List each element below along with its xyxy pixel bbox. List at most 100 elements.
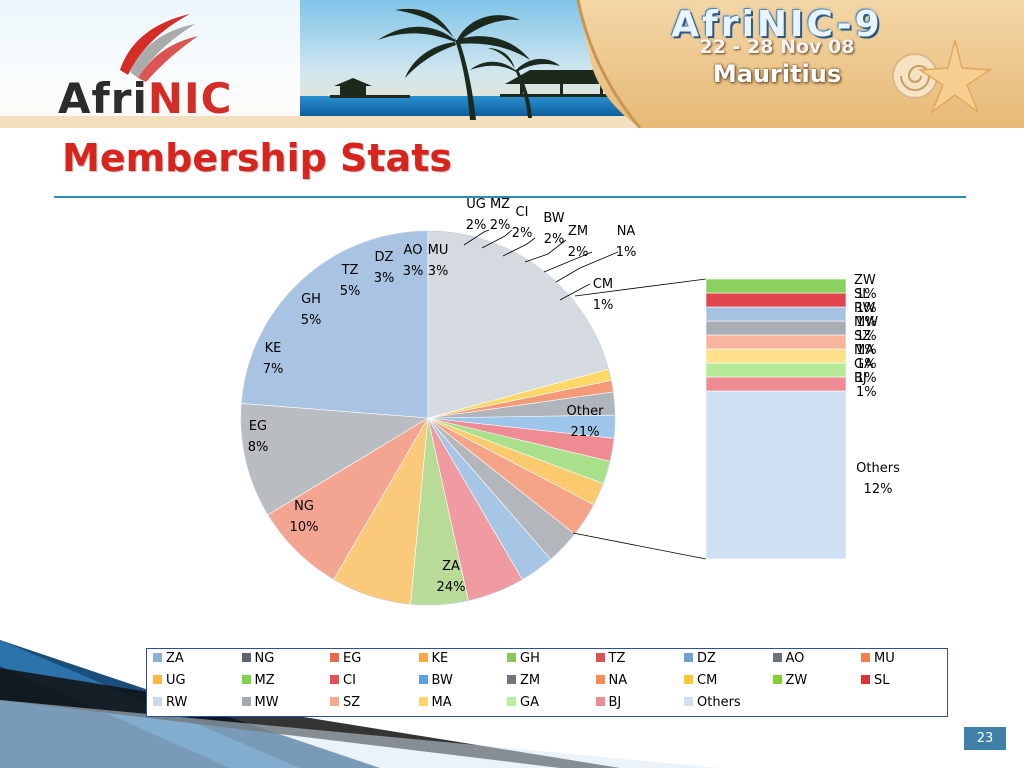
legend-item-sl: SL [861, 673, 890, 689]
legend-label: Others [697, 695, 741, 710]
pie-leader-line [463, 229, 490, 246]
legend-label: ZW [785, 673, 808, 688]
connector-bottom [572, 532, 707, 560]
pie-label-ng: NG [294, 499, 314, 514]
legend-swatch [241, 653, 251, 662]
legend-label: SZ [343, 695, 361, 710]
legend-label: CI [343, 673, 356, 688]
legend-label: NA [608, 673, 628, 688]
pie-slice-eg [267, 417, 429, 580]
legend-label: MU [874, 651, 895, 666]
legend-label: MZ [254, 673, 275, 688]
legend-swatch [153, 675, 162, 684]
afrinic-swoosh-icon [120, 14, 198, 82]
legend-item-na: NA [595, 673, 628, 689]
legend-item-sz: SZ [330, 695, 360, 711]
palm-tree-icon [378, 8, 560, 120]
title-divider [54, 196, 966, 198]
bar-segment-mw [705, 320, 847, 336]
bar-value-sl: 1% [856, 301, 877, 316]
bar-value-ma: 1% [856, 357, 877, 372]
bar-value-ga: 1% [856, 371, 877, 386]
pie-chart: ZA 24% NG 10% EG 8% KE 7% GH 5% TZ 5% DZ 3% AO 3% MU 3% UG… [240, 197, 637, 606]
bar-segment-rw [705, 306, 847, 322]
legend-item-ga: GA [507, 695, 539, 711]
pie-value-mz: 2% [490, 218, 511, 233]
pie-label-ug: UG [466, 197, 486, 212]
bar-label-rw: RW [854, 301, 876, 316]
legend-label: ZM [520, 673, 541, 688]
legend-swatch [595, 675, 605, 684]
legend-swatch [684, 653, 693, 662]
legend-item-bw: BW [418, 673, 453, 689]
pie-leader-line [502, 237, 536, 257]
legend-item-mz: MZ [241, 673, 275, 689]
conference-title: AfriNIC-9 [671, 4, 883, 45]
bar-label-bj: BJ [854, 371, 867, 386]
pie-slice-ng [240, 403, 429, 516]
bar-label-mw: MW [854, 315, 878, 330]
pie-leader-line [524, 239, 567, 263]
afrinic-logo: AfriNIC [58, 74, 233, 123]
bar-value-bj: 1% [856, 385, 877, 400]
bar-segment-zw [705, 278, 847, 294]
legend-item-dz: DZ [684, 651, 716, 667]
legend-label: RW [166, 695, 188, 710]
legend-swatch [595, 653, 605, 662]
pie-value-ke: 7% [263, 362, 284, 377]
bar-segment-ma [705, 348, 847, 364]
pie-value-bw: 2% [544, 232, 565, 247]
bar-label-sz: SZ [854, 329, 871, 344]
legend-item-ma: MA [418, 695, 452, 711]
legend-swatch [241, 697, 251, 706]
pie-value-dz: 3% [374, 271, 395, 286]
pie-value-na: 1% [616, 245, 637, 260]
pie-label-cm: CM [593, 277, 613, 292]
legend-item-others: Others [684, 695, 741, 711]
legend-item-mw: MW [241, 695, 279, 711]
legend-label: TZ [608, 651, 626, 666]
legend-item-zw: ZW [772, 673, 808, 689]
bar-label-zw: ZW [854, 273, 876, 288]
bar-label-others: Others [856, 461, 900, 476]
bar-value-sz: 1% [856, 343, 877, 358]
legend-item-bj: BJ [595, 695, 621, 711]
legend-swatch [418, 675, 428, 684]
legend-swatch [241, 675, 251, 684]
conference-dates: 22 - 28 Nov 08 [699, 36, 855, 58]
legend-label: GA [520, 695, 539, 710]
legend-item-ke: KE [418, 651, 448, 667]
pie-slice-other [427, 230, 609, 419]
legend-swatch [330, 653, 339, 662]
pie-value-za: 24% [437, 580, 466, 595]
bar-label-sl: SL [854, 287, 870, 302]
pie-value-ng: 10% [290, 520, 319, 535]
conference-location: Mauritius [712, 60, 842, 88]
pie-label-za: ZA [442, 559, 460, 574]
legend-swatch [507, 697, 516, 706]
legend-label: MW [254, 695, 279, 710]
pie-value-tz: 5% [340, 284, 361, 299]
pie-value-ug: 2% [466, 218, 487, 233]
legend-swatch [772, 675, 782, 684]
pie-value-cm: 1% [593, 298, 614, 313]
legend-item-za: ZA [153, 651, 184, 667]
bar-segment-bj [705, 376, 847, 392]
pie-label-tz: TZ [341, 263, 359, 278]
pie-value-other: 21% [571, 425, 600, 440]
legend-item-gh: GH [507, 651, 540, 667]
logo-prefix: Afri [58, 74, 148, 123]
pie-value-eg: 8% [248, 440, 269, 455]
legend-item-mu: MU [861, 651, 895, 667]
bar-segment-ga [705, 362, 847, 378]
legend-swatch [418, 653, 428, 662]
pie-label-ao: AO [404, 243, 423, 258]
bar-value-others: 12% [864, 482, 893, 497]
bar-value-rw: 1% [856, 315, 877, 330]
pie-label-mu: MU [428, 243, 449, 258]
legend-swatch [330, 675, 339, 684]
bar-segment-sz [705, 334, 847, 350]
bar-segment-others [705, 390, 847, 560]
pie-label-gh: GH [301, 292, 321, 307]
legend-label: MA [431, 695, 452, 710]
